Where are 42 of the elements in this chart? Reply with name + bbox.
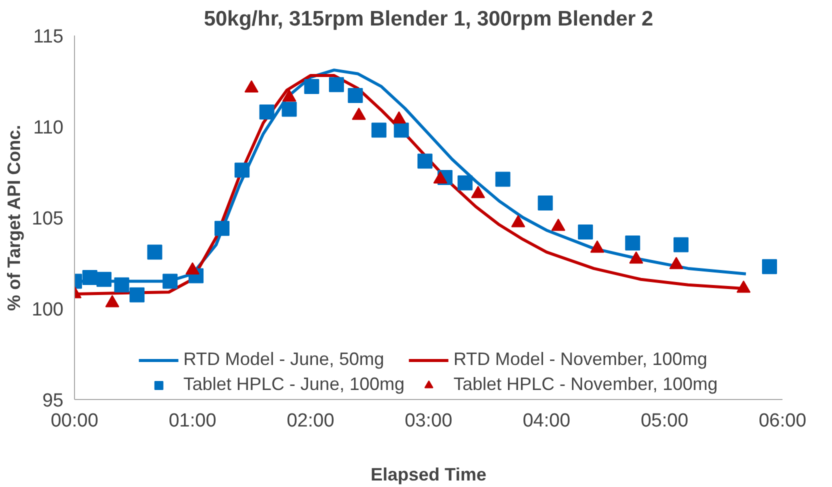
point [495, 172, 510, 187]
point [674, 237, 689, 252]
point [371, 122, 386, 138]
point [304, 78, 320, 94]
x-tick-label: 03:00 [404, 410, 452, 432]
y-tick-label: 95 [42, 390, 64, 412]
point [625, 235, 640, 250]
point [96, 272, 112, 287]
point [417, 154, 432, 169]
point [538, 195, 553, 210]
point [130, 287, 145, 302]
y-tick-label: 105 [32, 208, 64, 230]
x-tick-label: 05:00 [640, 410, 688, 432]
legend-label: Tablet HPLC - June, 100mg [183, 374, 404, 395]
point [394, 122, 409, 138]
point [762, 259, 778, 274]
point [82, 270, 98, 286]
point [578, 224, 593, 240]
point [162, 274, 178, 289]
point [328, 77, 344, 92]
chart-title: 50kg/hr, 315rpm Blender 1, 300rpm Blender 2 [204, 8, 654, 30]
x-tick-label: 01:00 [168, 410, 216, 432]
x-tick-label: 06:00 [758, 410, 806, 432]
legend-label: RTD Model - June, 50mg [183, 349, 384, 370]
point [282, 102, 297, 117]
x-tick-label: 02:00 [286, 410, 334, 432]
point [114, 277, 130, 292]
point [259, 104, 274, 120]
point [147, 244, 162, 260]
y-tick-label: 100 [32, 300, 64, 320]
x-tick-label: 00:00 [50, 410, 98, 432]
point [458, 175, 473, 190]
point [214, 220, 230, 236]
point [348, 88, 363, 104]
y-tick-label: 110 [33, 118, 64, 138]
y-tick-label: 115 [33, 26, 64, 48]
legend-label: Tablet HPLC - November, 100mg [454, 374, 718, 395]
x-axis-title: Elapsed Time [370, 464, 486, 484]
point [234, 162, 250, 178]
legend-label: RTD Model - November, 100mg [454, 349, 708, 370]
x-tick-label: 04:00 [522, 410, 570, 432]
y-axis-title: % of Target API Conc. [4, 124, 24, 311]
